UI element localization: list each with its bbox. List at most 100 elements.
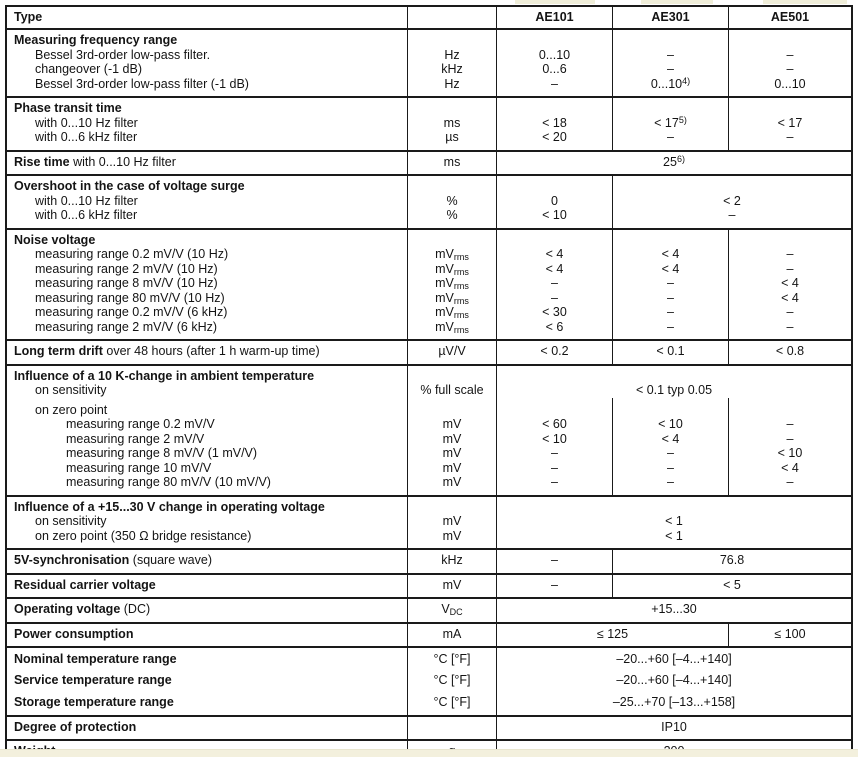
cell-value: –: [496, 574, 612, 597]
section-measuring-frequency-range: Measuring frequency range Bessel 3rd-ord…: [7, 30, 851, 98]
cell-value: –: [728, 305, 851, 320]
cell-unit: g: [407, 741, 496, 753]
section-power-consumption: Power consumption mA ≤ 125 ≤ 100: [7, 623, 851, 648]
cell-value: < 4: [612, 261, 728, 276]
row-label: changeover (-1 dB): [35, 62, 143, 76]
cell-unit: µV/V: [407, 341, 496, 364]
footnote-marker: 4): [682, 75, 691, 86]
cell-value: < 4: [496, 261, 612, 276]
cell-unit: kHz: [407, 550, 496, 573]
cell-value: < 4: [612, 431, 728, 446]
cell-value: –: [612, 208, 851, 228]
cell-value: ≤ 100: [728, 623, 851, 646]
column-header-ae301: AE301: [612, 7, 728, 28]
cell-value: –20...+60 [–4...+140]: [496, 670, 851, 692]
cell-value: –: [728, 62, 851, 77]
row-label: Weight: [7, 741, 407, 753]
cell-empty: [728, 98, 851, 116]
cell-value: –: [612, 460, 728, 475]
cell-empty: [496, 176, 612, 194]
row-label: Power consumption: [14, 626, 134, 641]
cell-unit: °C [°F]: [407, 670, 496, 692]
page-bottom-strip: [0, 749, 858, 757]
cell-unit: mV: [407, 431, 496, 446]
row-label: Nominal temperature range: [14, 652, 177, 666]
cell-value: < 0.1: [612, 341, 728, 364]
cell-value: < 4: [728, 460, 851, 475]
section-5v-synchronisation: 5V-synchronisation (square wave) kHz – 7…: [7, 550, 851, 575]
section-temperature-ranges: Nominal temperature range °C [°F] –20...…: [7, 648, 851, 717]
section-rise-time: Rise time with 0...10 Hz filter ms 256): [7, 151, 851, 176]
cell-empty: [496, 229, 612, 247]
row-label: Storage temperature range: [14, 694, 174, 709]
cell-empty: [407, 7, 496, 28]
cell-value: –: [612, 62, 728, 77]
cell-value: < 20: [496, 130, 612, 150]
cell-value: IP10: [496, 716, 851, 740]
cell-empty: [728, 397, 851, 417]
cell-empty: [612, 176, 851, 194]
cell-empty: [496, 98, 612, 116]
cell-value: –: [728, 417, 851, 432]
row-label: measuring range 10 mV/V: [66, 460, 212, 475]
cell-value: –: [496, 290, 612, 305]
cell-value: –: [728, 247, 851, 262]
section-title: Noise voltage: [14, 232, 96, 247]
scan-artifact: [641, 0, 713, 4]
cell-unit: kHz: [407, 62, 496, 77]
cell-value: < 17: [728, 115, 851, 130]
cell-value: –: [612, 290, 728, 305]
cell-unit: %: [407, 208, 496, 228]
row-label: Service temperature range: [14, 673, 172, 688]
cell-value: –: [728, 47, 851, 62]
cell-value: –: [728, 261, 851, 276]
row-label: Bessel 3rd-order low-pass filter.: [35, 47, 211, 62]
section-degree-of-protection: Degree of protection IP10: [7, 716, 851, 742]
section-title: Overshoot in the case of voltage surge: [14, 179, 245, 193]
cell-value: –: [496, 76, 612, 96]
cell-value: ≤ 125: [496, 623, 728, 646]
cell-unit: mV: [407, 446, 496, 461]
cell-value: 76.8: [612, 550, 851, 573]
cell-value: –: [496, 276, 612, 291]
section-operating-voltage-influence: Influence of a +15...30 V change in oper…: [7, 496, 851, 550]
cell-value: –: [612, 305, 728, 320]
cell-unit: mV: [407, 460, 496, 475]
row-label: with 0...10 Hz filter: [35, 193, 138, 208]
row-label: measuring range 2 mV/V: [66, 431, 205, 446]
cell-value: 256): [496, 151, 851, 174]
cell-value: –: [728, 431, 851, 446]
cell-value: +15...30: [496, 599, 851, 622]
cell-unit: mV: [407, 417, 496, 432]
cell-empty: [407, 716, 496, 740]
cell-value: < 0.2: [496, 341, 612, 364]
cell-empty: [728, 229, 851, 247]
cell-unit: mVrms: [407, 261, 496, 276]
cell-value: –: [612, 276, 728, 291]
cell-unit: mVrms: [407, 305, 496, 320]
row-label: measuring range 0.2 mV/V (6 kHz): [35, 305, 228, 319]
cell-empty: [496, 365, 851, 383]
row-label: Operating voltage (DC): [14, 602, 151, 616]
cell-value: 0...10: [496, 47, 612, 62]
row-label: Bessel 3rd-order low-pass filter (-1 dB): [35, 76, 249, 91]
cell-value: < 1: [496, 514, 851, 529]
cell-unit: mV: [407, 514, 496, 529]
cell-empty: [496, 30, 612, 48]
cell-empty: [612, 30, 728, 48]
cell-value: < 0.8: [728, 341, 851, 364]
row-label: with 0...6 kHz filter: [35, 130, 138, 144]
row-label: measuring range 0.2 mV/V (10 Hz): [35, 247, 229, 261]
cell-value: < 175): [612, 114, 728, 130]
cell-value: 0...10: [728, 76, 851, 96]
cell-unit: mVrms: [407, 319, 496, 339]
cell-value: < 5: [612, 574, 851, 597]
cell-value: –: [612, 130, 728, 150]
cell-value: < 0.1 typ 0.05: [496, 383, 851, 398]
column-header-ae501: AE501: [728, 7, 851, 28]
cell-value: –: [728, 475, 851, 495]
footnote-marker: 5): [678, 114, 687, 125]
cell-value: –: [728, 130, 851, 150]
cell-value: < 10: [496, 431, 612, 446]
